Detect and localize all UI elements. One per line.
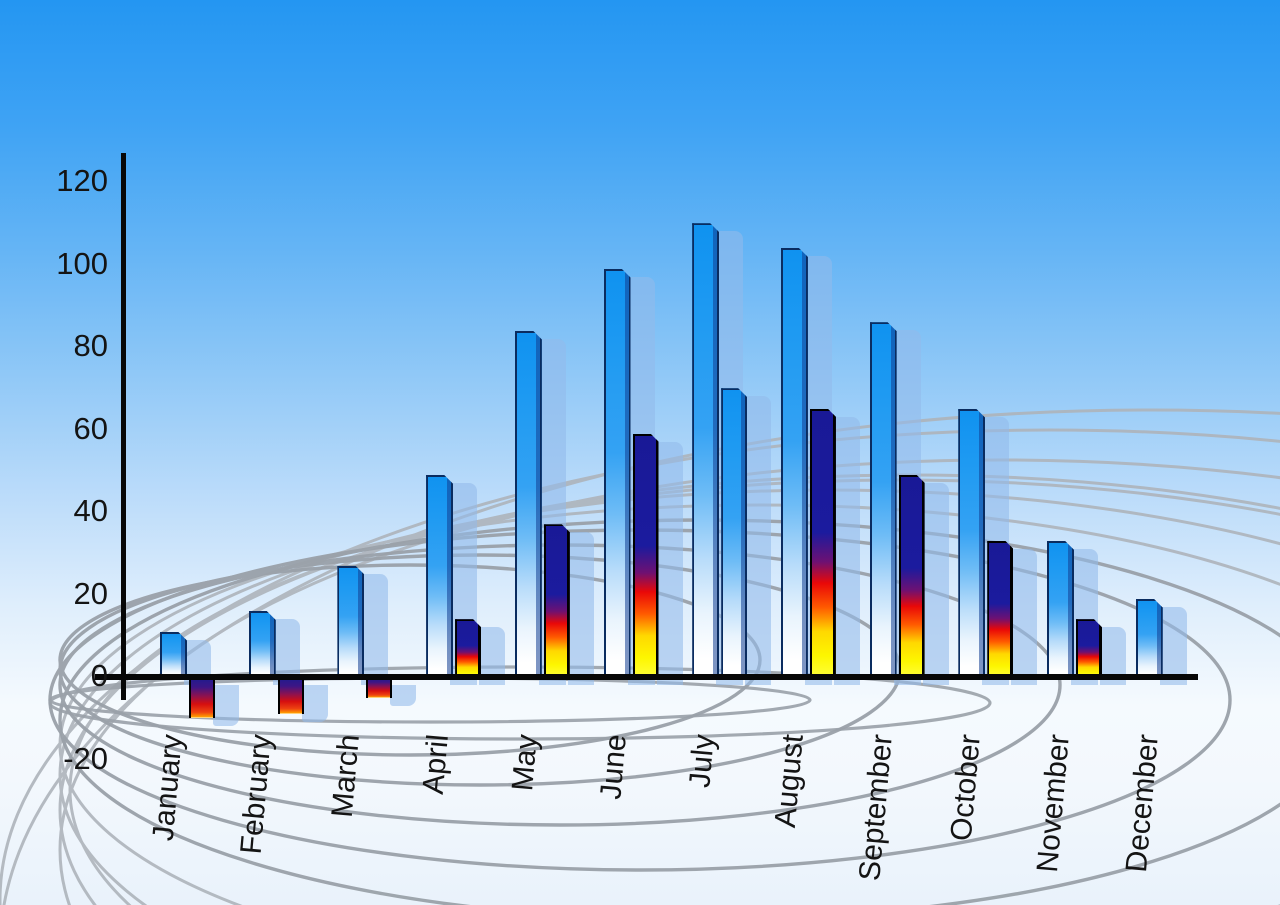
- bar-january-secondary: [189, 677, 215, 719]
- y-tick-label: -20: [63, 740, 108, 776]
- bar-shadow: [213, 685, 239, 727]
- bar-february-secondary: [277, 677, 304, 715]
- bar-august-secondary: [810, 409, 836, 677]
- bar-shadow: [1159, 606, 1187, 685]
- y-tick-label: 100: [56, 245, 108, 281]
- x-month-label: August: [768, 733, 810, 829]
- bar-shadow: [390, 685, 417, 706]
- bar-april-secondary: [455, 619, 481, 677]
- x-month-label: September: [852, 733, 899, 883]
- bar-august-primary: [781, 248, 808, 677]
- bar-april-primary: [426, 475, 453, 677]
- x-month-label: June: [593, 733, 633, 801]
- bar-november-primary: [1047, 541, 1074, 677]
- bar-november-secondary: [1076, 619, 1102, 677]
- bar-september-primary: [870, 322, 897, 677]
- bar-december-primary: [1136, 599, 1163, 677]
- x-month-label: January: [146, 733, 189, 843]
- bar-june-primary: [604, 269, 631, 677]
- y-tick-label: 0: [90, 658, 108, 693]
- bar-shadow: [656, 441, 683, 685]
- bar-march-primary: [337, 566, 364, 677]
- bar-shadow: [833, 416, 860, 685]
- x-month-label: October: [944, 733, 988, 843]
- x-month-label: April: [416, 733, 455, 796]
- bar-shadow: [567, 532, 594, 685]
- bar-march-secondary: [366, 677, 393, 698]
- bar-may-secondary: [544, 524, 570, 677]
- bar-january-primary: [160, 632, 187, 677]
- x-month-label: November: [1030, 733, 1076, 874]
- y-tick-label: 80: [73, 328, 108, 363]
- x-axis-baseline: [95, 674, 1198, 680]
- x-month-label: March: [326, 733, 367, 819]
- bar-shadow: [361, 573, 389, 685]
- bar-july-secondary: [721, 388, 747, 677]
- y-tick-label: 60: [73, 410, 108, 446]
- bar-shadow: [922, 482, 949, 685]
- bar-june-secondary: [633, 434, 659, 677]
- y-tick-label: 20: [73, 575, 108, 611]
- y-axis-line: [121, 153, 126, 700]
- bar-shadow: [301, 685, 328, 723]
- bar-shadow: [1011, 548, 1038, 685]
- bar-july-primary: [692, 223, 719, 677]
- x-month-label: July: [683, 733, 722, 790]
- x-month-label: February: [234, 733, 278, 856]
- bar-october-secondary: [987, 541, 1013, 677]
- bar-may-primary: [515, 331, 542, 678]
- y-tick-label: 40: [73, 493, 108, 528]
- y-tick-label: 120: [56, 163, 108, 198]
- bar-september-secondary: [899, 475, 925, 677]
- x-month-label: May: [505, 733, 544, 793]
- bar-shadow: [745, 396, 772, 685]
- bar-october-primary: [958, 409, 985, 677]
- bar-february-primary: [249, 611, 276, 677]
- x-month-label: December: [1119, 733, 1165, 874]
